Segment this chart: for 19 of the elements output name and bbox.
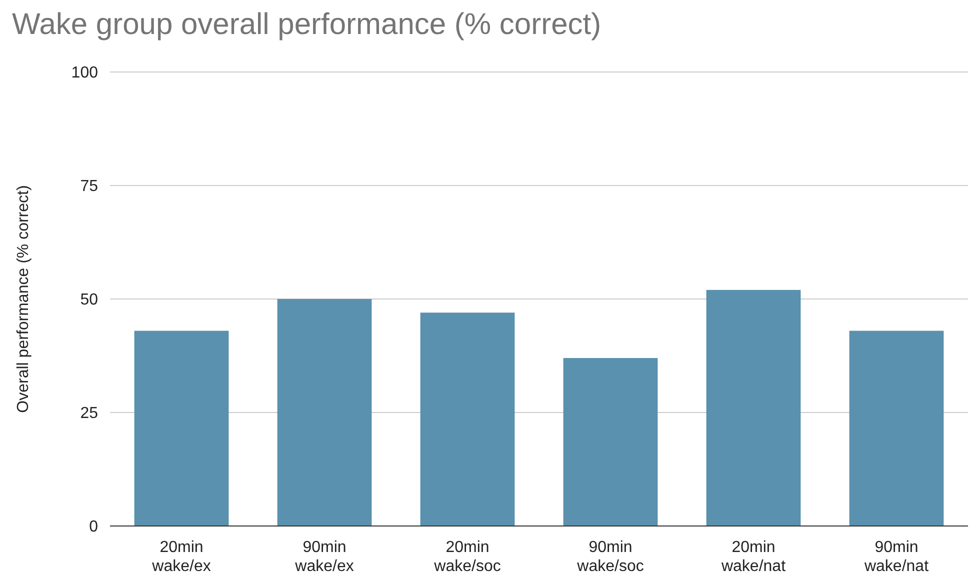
- bar: [706, 290, 801, 526]
- chart-title: Wake group overall performance (% correct): [12, 8, 602, 41]
- bar: [277, 299, 372, 526]
- bar: [134, 330, 229, 526]
- y-tick-label: 25: [80, 405, 98, 422]
- x-tick-label: 20min wake/soc: [433, 539, 501, 575]
- y-tick-label: 50: [80, 292, 98, 309]
- x-tick-label: 90min wake/soc: [576, 539, 644, 575]
- x-tick-label: 90min wake/nat: [863, 539, 930, 575]
- y-axis-title: Overall performance (% correct): [15, 185, 32, 413]
- y-tick-label: 0: [89, 518, 98, 536]
- bar: [563, 358, 658, 526]
- bar: [849, 330, 944, 526]
- x-tick-label: 90min wake/ex: [294, 539, 354, 575]
- y-tick-label: 75: [80, 178, 98, 196]
- x-tick-label: 20min wake/nat: [720, 539, 786, 575]
- y-tick-label: 100: [71, 64, 98, 82]
- bar: [420, 312, 515, 526]
- x-tick-label: 20min wake/ex: [151, 539, 211, 575]
